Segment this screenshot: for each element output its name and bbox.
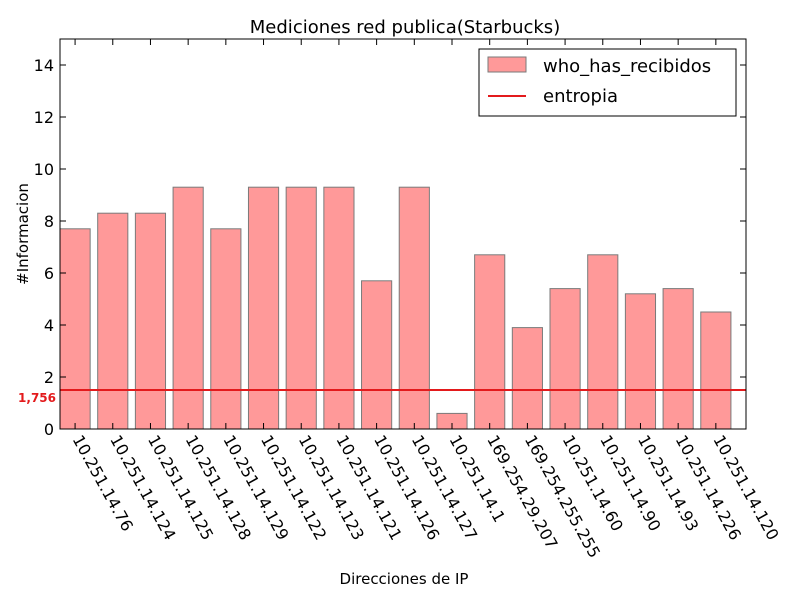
bar bbox=[587, 254, 619, 430]
bar bbox=[398, 186, 430, 430]
legend-label-bars: who_has_recibidos bbox=[543, 56, 711, 77]
bar bbox=[97, 212, 129, 430]
plot-area: 0246810121410.251.14.7610.251.14.12410.2… bbox=[18, 38, 783, 561]
bar bbox=[134, 212, 167, 430]
y-tick-label: 14 bbox=[34, 56, 54, 75]
bar bbox=[624, 293, 657, 430]
plot-frame bbox=[59, 38, 747, 430]
bar bbox=[549, 288, 581, 430]
bar bbox=[59, 228, 91, 430]
bar bbox=[210, 228, 242, 430]
legend-label-line: entropia bbox=[543, 86, 618, 107]
bar bbox=[511, 327, 543, 430]
bar bbox=[662, 288, 694, 430]
y-tick-label: 12 bbox=[34, 108, 54, 127]
legend-swatch-bar bbox=[487, 56, 527, 73]
y-tick-label: 10 bbox=[34, 160, 54, 179]
y-tick-label: 2 bbox=[44, 368, 54, 387]
chart-title: Mediciones red publica(Starbucks) bbox=[250, 17, 560, 38]
bar bbox=[285, 186, 317, 430]
bar bbox=[323, 186, 355, 430]
y-tick-label: 6 bbox=[44, 264, 54, 283]
bar bbox=[361, 280, 393, 430]
y-tick-label: 0 bbox=[44, 420, 54, 439]
y-tick-label: 4 bbox=[44, 316, 54, 335]
entropia-value-label: 1,756 bbox=[18, 391, 56, 405]
x-axis-label: Direcciones de IP bbox=[340, 570, 469, 588]
y-tick-label: 8 bbox=[44, 212, 54, 231]
bar bbox=[474, 254, 506, 430]
bar bbox=[172, 186, 204, 430]
y-axis-label: #Informacion bbox=[14, 183, 32, 285]
bar bbox=[700, 311, 732, 430]
bar bbox=[247, 186, 280, 430]
